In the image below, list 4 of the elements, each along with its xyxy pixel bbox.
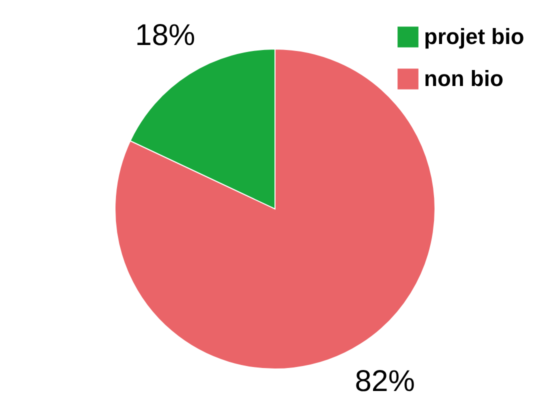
data-label: 18% <box>135 18 196 52</box>
legend-label: projet bio <box>424 24 524 49</box>
legend-label: non bio <box>424 66 504 91</box>
data-label: 82% <box>354 365 415 398</box>
